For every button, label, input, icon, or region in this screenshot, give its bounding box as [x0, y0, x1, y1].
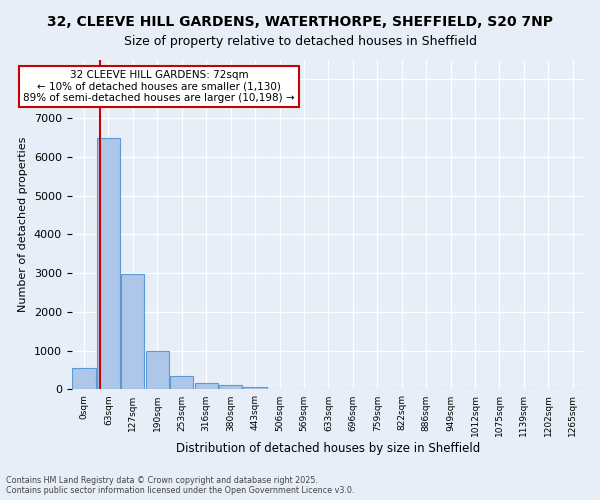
Text: 32 CLEEVE HILL GARDENS: 72sqm
← 10% of detached houses are smaller (1,130)
89% o: 32 CLEEVE HILL GARDENS: 72sqm ← 10% of d… — [23, 70, 295, 103]
Bar — [73, 368, 95, 390]
Text: Size of property relative to detached houses in Sheffield: Size of property relative to detached ho… — [124, 35, 476, 48]
Bar — [194, 383, 218, 390]
Text: Contains HM Land Registry data © Crown copyright and database right 2025.
Contai: Contains HM Land Registry data © Crown c… — [6, 476, 355, 495]
Bar — [121, 274, 145, 390]
Bar — [97, 138, 120, 390]
Text: 32, CLEEVE HILL GARDENS, WATERTHORPE, SHEFFIELD, S20 7NP: 32, CLEEVE HILL GARDENS, WATERTHORPE, SH… — [47, 15, 553, 29]
Bar — [146, 352, 169, 390]
X-axis label: Distribution of detached houses by size in Sheffield: Distribution of detached houses by size … — [176, 442, 481, 455]
Y-axis label: Number of detached properties: Number of detached properties — [19, 137, 28, 312]
Bar — [244, 387, 266, 390]
Bar — [219, 385, 242, 390]
Bar — [170, 376, 193, 390]
